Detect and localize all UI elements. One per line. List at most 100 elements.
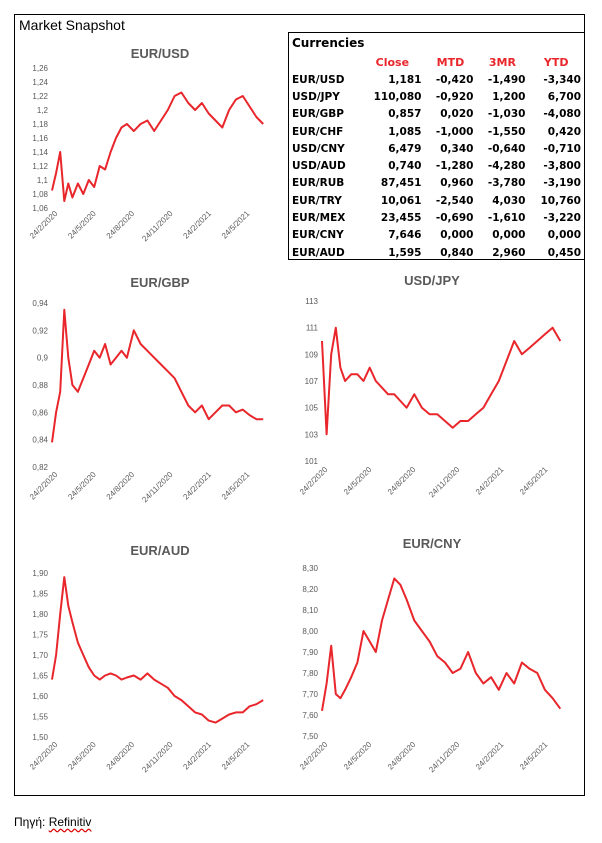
- y-tick-label: 0,94: [32, 299, 48, 308]
- value-cell: 4,030: [492, 194, 526, 207]
- table-row: EUR/AUD 1,595 0,840 2,960 0,450: [289, 244, 584, 261]
- value-cell: -0,920: [435, 90, 474, 103]
- y-tick-label: 1,80: [32, 610, 48, 619]
- value-cell: -3,190: [543, 177, 581, 190]
- table-row: EUR/MEX 23,455 -0,690 -1,610 -3,220: [289, 209, 584, 226]
- series-line: [321, 326, 562, 436]
- y-tick-label: 0,9: [37, 354, 49, 363]
- value-cell: 0,450: [547, 246, 581, 259]
- y-tick-label: 8,30: [302, 564, 318, 573]
- value-cell: -2,540: [435, 194, 474, 207]
- series-line: [51, 91, 264, 202]
- value-cell: 23,455: [380, 212, 422, 225]
- value-cell: 0,020: [440, 108, 474, 121]
- snapshot-frame: [14, 14, 585, 796]
- y-tick-label: 1,75: [32, 631, 48, 640]
- y-tick-label: 111: [306, 324, 319, 333]
- y-tick-label: 1,18: [32, 120, 48, 129]
- x-tick-label: 24/11/2020: [427, 465, 462, 500]
- value-cell: 10,760: [540, 194, 581, 207]
- chart-3: EUR/AUD 1,50 1,55 1,60 1,65 1,70 1,75 1,80 1,85 1…: [28, 543, 264, 775]
- table-row: EUR/GBP 0,857 0,020 -1,030 -4,080: [289, 106, 584, 123]
- column-header: YTD: [543, 56, 569, 69]
- y-tick-label: 1,26: [32, 64, 48, 73]
- y-tick-label: 7,70: [302, 690, 318, 699]
- x-tick-label: 24/2/2020: [28, 470, 60, 502]
- x-tick-label: 24/11/2020: [140, 209, 175, 244]
- value-cell: -0,420: [435, 73, 474, 86]
- y-tick-label: 113: [305, 297, 318, 306]
- value-cell: -1,610: [487, 212, 526, 225]
- pair-cell: EUR/USD: [292, 73, 345, 86]
- value-cell: 1,595: [388, 246, 422, 259]
- chart-title: EUR/AUD: [130, 543, 189, 558]
- series-line: [51, 308, 264, 443]
- value-cell: 10,061: [380, 194, 422, 207]
- chart-title: USD/JPY: [404, 273, 460, 288]
- page-title: Market Snapshot: [19, 17, 125, 33]
- value-cell: -1,550: [487, 125, 526, 138]
- table-row: USD/CNY 6,479 0,340 -0,640 -0,710: [289, 140, 584, 157]
- value-cell: 6,700: [547, 90, 581, 103]
- x-tick-label: 24/2/2020: [28, 209, 60, 241]
- x-tick-label: 24/8/2020: [386, 740, 418, 772]
- value-cell: -1,280: [435, 160, 474, 173]
- y-tick-label: 103: [305, 430, 319, 439]
- x-tick-label: 24/2/2021: [181, 470, 213, 502]
- x-tick-label: 24/2/2021: [181, 740, 213, 772]
- value-cell: 6,479: [388, 142, 422, 155]
- x-tick-label: 24/2/2021: [181, 209, 213, 241]
- value-cell: -0,640: [487, 142, 526, 155]
- series-line: [51, 576, 264, 724]
- chart-4: EUR/CNY 7,50 7,60 7,70 7,80 7,90 8,00 8,10 8,20 8…: [298, 536, 562, 774]
- x-tick-label: 24/5/2021: [220, 209, 252, 241]
- chart-2: USD/JPY 101 103 105 107 109 111 113 24/2/2020 24/…: [298, 273, 562, 500]
- y-tick-label: 0,82: [32, 463, 48, 472]
- x-tick-label: 24/2/2021: [474, 465, 506, 497]
- column-header: MTD: [436, 56, 465, 69]
- value-cell: 0,000: [492, 229, 526, 242]
- table-row: EUR/CNY 7,646 0,000 0,000 0,000: [289, 227, 584, 244]
- x-tick-label: 24/5/2020: [66, 209, 98, 241]
- y-tick-label: 1,08: [32, 190, 48, 199]
- table-row: EUR/RUB 87,451 0,960 -3,780 -3,190: [289, 175, 584, 192]
- x-tick-label: 24/2/2020: [298, 465, 330, 497]
- table-row: EUR/USD 1,181 -0,420 -1,490 -3,340: [289, 71, 584, 88]
- x-tick-label: 24/2/2021: [474, 740, 506, 772]
- value-cell: 87,451: [380, 177, 422, 190]
- value-cell: 1,200: [492, 90, 526, 103]
- pair-cell: EUR/CHF: [292, 125, 344, 138]
- y-tick-label: 1,55: [32, 713, 48, 722]
- x-tick-label: 24/5/2020: [342, 740, 374, 772]
- value-cell: -1,490: [487, 73, 526, 86]
- x-tick-label: 24/5/2021: [518, 740, 550, 772]
- currencies-table: Currencies Close MTD 3MR YTD EUR/USD 1,181 -0…: [288, 32, 585, 260]
- y-tick-label: 1,16: [32, 134, 48, 143]
- x-tick-label: 24/11/2020: [140, 740, 175, 775]
- table-row: USD/JPY 110,080 -0,920 1,200 6,700: [289, 88, 584, 105]
- pair-cell: EUR/AUD: [292, 246, 345, 259]
- y-tick-label: 1,50: [32, 733, 48, 742]
- pair-cell: USD/JPY: [292, 90, 340, 103]
- value-cell: -4,080: [543, 108, 581, 121]
- value-cell: -3,800: [543, 160, 581, 173]
- source-label: Πηγή:: [14, 815, 46, 829]
- y-tick-label: 7,80: [302, 669, 318, 678]
- x-tick-label: 24/5/2021: [220, 740, 252, 772]
- x-tick-label: 24/5/2020: [342, 465, 374, 497]
- chart-title: EUR/USD: [131, 46, 190, 61]
- chart-title: EUR/GBP: [130, 275, 190, 290]
- y-tick-label: 1,22: [32, 92, 48, 101]
- value-cell: 7,646: [388, 229, 422, 242]
- series-line: [321, 577, 562, 711]
- y-tick-label: 1,06: [32, 204, 48, 213]
- value-cell: -0,710: [543, 142, 581, 155]
- value-cell: 0,840: [440, 246, 474, 259]
- y-tick-label: 1,65: [32, 672, 48, 681]
- pair-cell: USD/CNY: [292, 142, 345, 155]
- value-cell: -1,030: [487, 108, 526, 121]
- value-cell: 110,080: [373, 90, 422, 103]
- value-cell: 0,340: [440, 142, 474, 155]
- value-cell: 1,181: [388, 73, 422, 86]
